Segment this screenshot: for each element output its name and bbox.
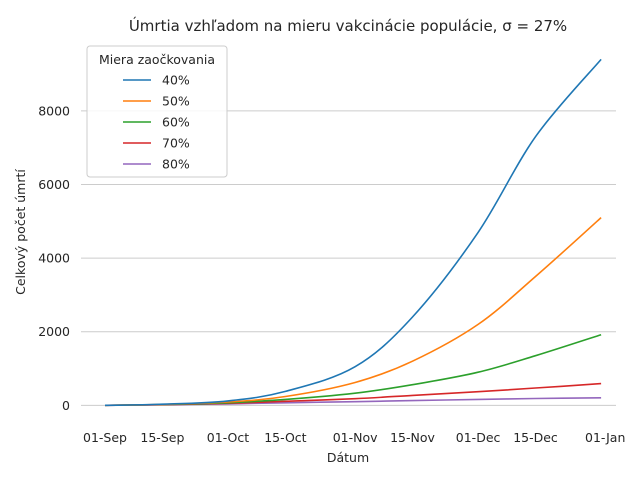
plot-area: 0 2000 4000 6000 8000 01-Sep 15-Sep 01-Oct 15-Oc…	[38, 58, 625, 445]
x-tick-label: 01-Nov	[333, 430, 378, 445]
legend-label: 60%	[162, 115, 190, 130]
legend-label: 70%	[162, 136, 190, 151]
y-tick-label: 8000	[38, 103, 70, 118]
x-tick-label: 15-Sep	[140, 430, 184, 445]
x-tick-label: 01-Oct	[207, 430, 249, 445]
legend-label: 40%	[162, 73, 190, 88]
legend-entries: 40% 50% 60% 70% 80%	[123, 73, 190, 172]
legend-label: 50%	[162, 94, 190, 109]
x-tick-label: 01-Dec	[456, 430, 501, 445]
y-axis-label: Celkový počet úmrtí	[13, 169, 28, 295]
legend-box	[86, 45, 228, 178]
y-tick-label: 4000	[38, 251, 70, 266]
chart-title: Úmrtia vzhľadom na mieru vakcinácie popu…	[129, 16, 567, 35]
series-line-50pct	[104, 217, 602, 407]
y-tick-label: 6000	[38, 177, 70, 192]
x-tick-label: 15-Oct	[264, 430, 306, 445]
x-tick-label: 15-Nov	[390, 430, 435, 445]
y-tick-label: 0	[62, 398, 70, 413]
series-line-40pct	[104, 58, 602, 407]
y-tick-label: 2000	[38, 324, 70, 339]
series-line-60pct	[104, 333, 602, 407]
x-axis-label: Dátum	[327, 450, 369, 465]
legend-title: Miera zaočkovania	[99, 52, 215, 67]
x-tick-label: 01-Jan	[585, 430, 625, 445]
legend: Miera zaočkovania 40% 50% 60% 70% 80%	[86, 45, 228, 178]
legend-label: 80%	[162, 157, 190, 172]
x-tick-label: 01-Sep	[83, 430, 127, 445]
x-tick-label: 15-Dec	[513, 430, 558, 445]
